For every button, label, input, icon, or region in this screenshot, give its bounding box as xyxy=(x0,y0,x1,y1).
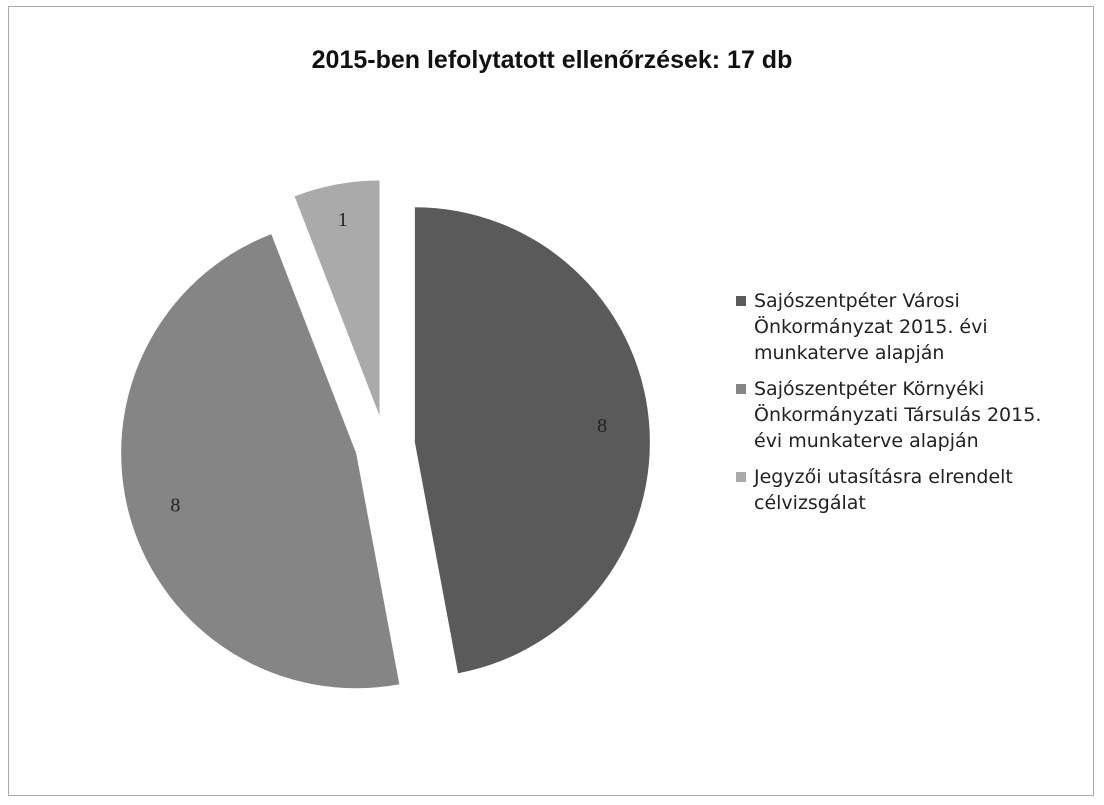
data-label: 8 xyxy=(597,415,607,437)
pie-slice xyxy=(294,180,380,416)
legend-label: Sajószentpéter Környéki Önkormányzati Tá… xyxy=(754,378,1042,452)
legend-swatch xyxy=(736,472,746,482)
legend-label: Jegyzői utasításra elrendelt célvizsgála… xyxy=(754,466,1013,514)
legend-item: Sajószentpéter Városi Önkormányzat 2015.… xyxy=(732,288,1052,366)
pie-slice xyxy=(121,234,400,689)
legend-swatch xyxy=(736,384,746,394)
legend-label: Sajószentpéter Városi Önkormányzat 2015.… xyxy=(754,290,988,364)
data-label: 8 xyxy=(170,495,180,517)
chart-frame xyxy=(8,6,1094,796)
pie-slice xyxy=(414,207,650,674)
legend-swatch xyxy=(736,296,746,306)
legend-item: Sajószentpéter Környéki Önkormányzati Tá… xyxy=(732,376,1052,454)
chart-title: 2015-ben lefolytatott ellenőrzések: 17 d… xyxy=(312,46,793,74)
legend: Sajószentpéter Városi Önkormányzat 2015.… xyxy=(732,288,1052,526)
legend-item: Jegyzői utasításra elrendelt célvizsgála… xyxy=(732,464,1052,516)
data-label: 1 xyxy=(338,209,348,231)
